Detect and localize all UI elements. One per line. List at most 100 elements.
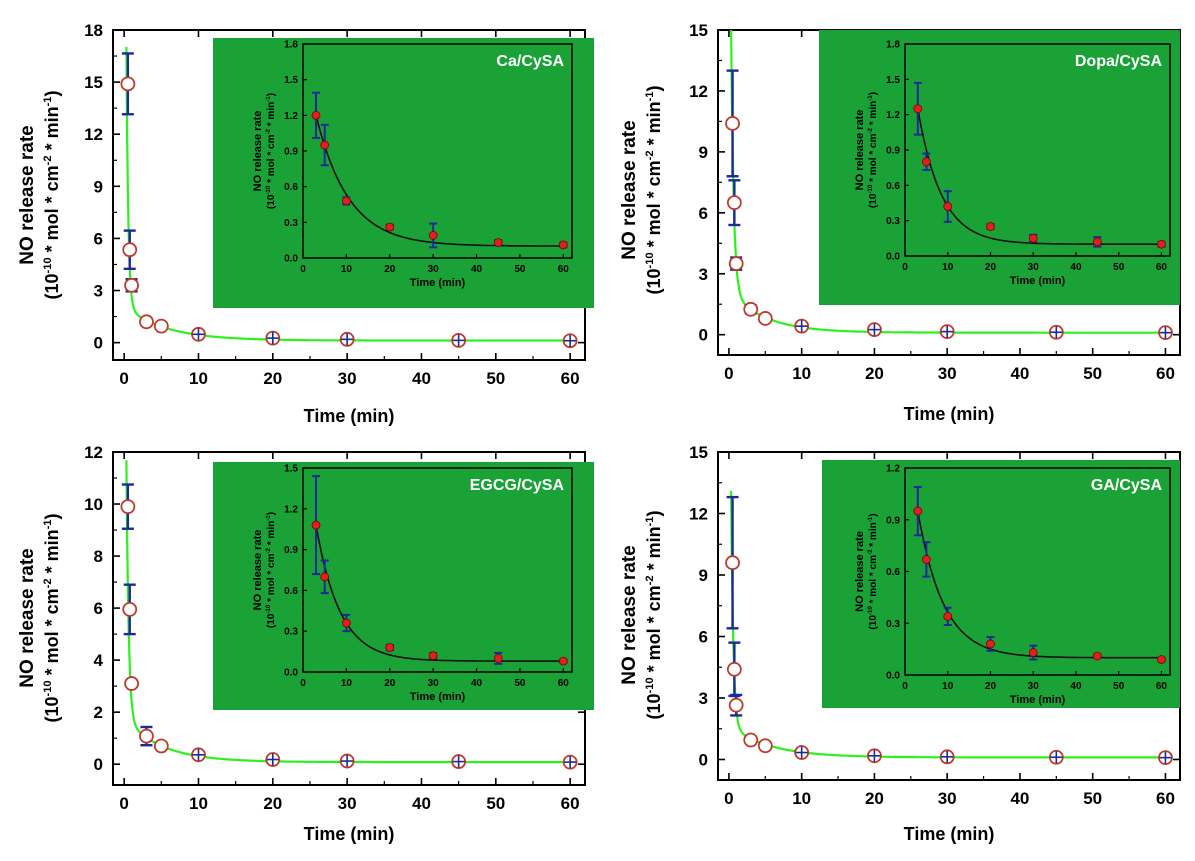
y-tick-label: 15 bbox=[84, 73, 103, 92]
inset-data-point bbox=[385, 222, 395, 232]
y-axis-label: NO release rate bbox=[619, 120, 640, 259]
inset-x-tick-label: 20 bbox=[384, 678, 396, 689]
y-tick-label: 12 bbox=[84, 443, 103, 462]
inset-x-tick-label: 60 bbox=[558, 264, 570, 275]
inset-y-tick-label: 0.3 bbox=[284, 627, 298, 638]
y-tick-label: 0 bbox=[699, 751, 708, 770]
y-tick-label: 3 bbox=[94, 282, 103, 301]
x-axis-label: Time (min) bbox=[304, 824, 395, 844]
data-point bbox=[726, 661, 742, 677]
inset-x-tick-label: 0 bbox=[902, 681, 908, 692]
x-tick-label: 60 bbox=[1156, 789, 1175, 808]
inset-y-axis-label: NO release rate bbox=[854, 531, 866, 612]
inset: 0 10 20 30 40 50 60 0.0 0.3 0.6 0.9 1.2 1.5 1.8 Time (… bbox=[213, 38, 594, 308]
x-axis-label: Time (min) bbox=[904, 824, 995, 844]
inset-x-tick-label: 40 bbox=[1070, 262, 1082, 273]
inset-background bbox=[819, 30, 1180, 305]
y-tick-label: 6 bbox=[94, 229, 103, 248]
inset: 0 10 20 30 40 50 60 0.0 0.3 0.6 0.9 1.2 1.5 1.8 Time (… bbox=[819, 30, 1180, 305]
x-tick-label: 60 bbox=[1156, 364, 1175, 383]
inset-data-point bbox=[1157, 655, 1166, 664]
inset-y-axis-label: NO release rate bbox=[252, 530, 264, 611]
panel-1: 0 10 20 30 40 50 60 0 3 6 9 12 15 18 Time (min) NO rele… bbox=[17, 21, 594, 426]
y-axis-label-units: (10-10 * mol * cm-2 * min-1) bbox=[644, 510, 664, 719]
inset-sample-label: Ca/CySA bbox=[496, 53, 564, 70]
inset-x-tick-label: 30 bbox=[428, 678, 440, 689]
data-point bbox=[124, 676, 139, 691]
inset-x-tick-label: 0 bbox=[300, 678, 306, 689]
inset-x-tick-label: 20 bbox=[985, 681, 997, 692]
y-tick-label: 4 bbox=[94, 651, 104, 670]
data-point bbox=[139, 728, 154, 744]
x-tick-label: 30 bbox=[338, 369, 357, 388]
inset-data-point bbox=[320, 140, 330, 150]
data-point bbox=[726, 195, 742, 211]
inset-x-axis-label: Time (min) bbox=[410, 277, 466, 289]
x-tick-label: 50 bbox=[1083, 364, 1102, 383]
data-point bbox=[120, 499, 136, 515]
inset-x-tick-label: 10 bbox=[341, 678, 353, 689]
inset-x-tick-label: 10 bbox=[942, 681, 954, 692]
inset-data-point bbox=[341, 618, 351, 628]
x-axis-label: Time (min) bbox=[304, 406, 395, 426]
x-tick-label: 30 bbox=[338, 794, 357, 813]
inset-data-point bbox=[1028, 233, 1038, 243]
inset-x-tick-label: 10 bbox=[341, 264, 353, 275]
y-tick-label: 12 bbox=[689, 505, 708, 524]
inset-fit-curve bbox=[917, 510, 1161, 659]
inset-data-point bbox=[493, 238, 503, 247]
inset-x-tick-label: 60 bbox=[1156, 681, 1168, 692]
x-tick-label: 10 bbox=[792, 364, 811, 383]
inset-y-tick-label: 1.2 bbox=[886, 110, 900, 121]
inset-y-tick-label: 0.9 bbox=[284, 147, 298, 158]
x-tick-label: 50 bbox=[486, 369, 505, 388]
inset-y-axis-label: NO release rate bbox=[252, 111, 264, 192]
inset-data-point bbox=[921, 157, 931, 167]
inset-y-tick-label: 0.9 bbox=[886, 515, 900, 526]
inset-y-tick-label: 0.0 bbox=[284, 254, 298, 265]
x-tick-label: 60 bbox=[561, 794, 580, 813]
inset-y-tick-label: 1.2 bbox=[284, 111, 298, 122]
inset-y-tick-label: 0.6 bbox=[284, 586, 298, 597]
inset-y-tick-label: 0.0 bbox=[886, 671, 900, 682]
inset-data-point bbox=[1157, 239, 1166, 249]
inset-data-point bbox=[558, 656, 568, 666]
y-tick-label: 8 bbox=[94, 547, 103, 566]
inset-y-tick-label: 0.6 bbox=[284, 182, 298, 193]
inset-x-tick-label: 20 bbox=[384, 264, 396, 275]
inset-y-tick-label: 0.0 bbox=[886, 252, 900, 263]
data-point bbox=[122, 242, 138, 258]
inset-y-tick-label: 0.6 bbox=[886, 181, 900, 192]
data-point bbox=[743, 732, 759, 748]
y-tick-label: 6 bbox=[699, 628, 708, 647]
data-point bbox=[122, 601, 138, 617]
data-point bbox=[757, 738, 773, 754]
inset-background bbox=[822, 460, 1180, 708]
inset-x-tick-label: 0 bbox=[902, 262, 908, 273]
data-point bbox=[757, 311, 773, 326]
y-tick-label: 6 bbox=[94, 599, 103, 618]
inset-data-point bbox=[986, 222, 995, 231]
inset-x-tick-label: 30 bbox=[428, 264, 440, 275]
x-tick-label: 20 bbox=[263, 794, 282, 813]
x-tick-label: 20 bbox=[263, 369, 282, 388]
x-tick-label: 30 bbox=[938, 789, 957, 808]
inset-y-tick-label: 1.5 bbox=[284, 464, 298, 475]
data-point bbox=[153, 318, 169, 334]
inset-y-axis-label: NO release rate bbox=[854, 110, 866, 191]
inset-x-tick-label: 30 bbox=[1028, 681, 1040, 692]
inset-data-point bbox=[1092, 237, 1102, 247]
inset-x-axis-label: Time (min) bbox=[1010, 694, 1066, 706]
inset: 0 10 20 30 40 50 60 0.0 0.3 0.6 0.9 1.2 Time (min) NO… bbox=[822, 460, 1180, 708]
inset-data-point bbox=[320, 572, 330, 582]
y-axis-label-units: (10-10 * mol * cm-2 * min-1) bbox=[644, 85, 664, 294]
x-tick-label: 0 bbox=[119, 794, 128, 813]
inset-sample-label: GA/CySA bbox=[1091, 477, 1163, 494]
data-point bbox=[124, 277, 139, 293]
inset-y-axis-label-units: (10-10 * mol * cm-2 * min-1) bbox=[867, 513, 879, 629]
inset-y-tick-label: 1.8 bbox=[284, 40, 298, 51]
x-tick-label: 10 bbox=[189, 794, 208, 813]
inset-y-axis-label-units: (10-10 * mol * cm-2 * min-1) bbox=[867, 92, 879, 208]
data-point bbox=[153, 738, 169, 754]
inset-frame bbox=[302, 467, 573, 673]
